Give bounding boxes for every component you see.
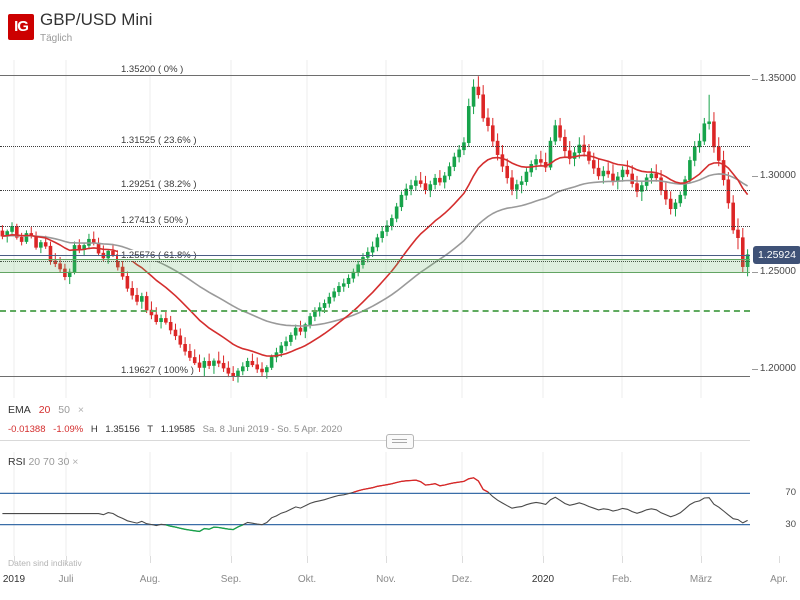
pane-divider <box>0 440 750 441</box>
price-stats-row: -0.01388 -1.09% H 1.35156 T 1.19585 Sa. … <box>8 424 347 435</box>
date-tick-mark <box>622 556 623 563</box>
ema-legend[interactable]: EMA 20 50 × <box>8 404 89 416</box>
high-value: 1.35156 <box>105 424 140 435</box>
price-pane[interactable]: 1.35200 ( 0% ) 1.31525 ( 23.6% ) 1.29251 (… <box>0 60 750 398</box>
rsi-legend[interactable]: RSI 20 70 30 × <box>8 456 78 468</box>
pane-resize-handle[interactable] <box>386 434 414 449</box>
date-tick-2019: 2019 <box>2 574 26 585</box>
ema-fast-period[interactable]: 20 <box>38 404 51 416</box>
indicator-legend-pane: EMA 20 50 × -0.01388 -1.09% H 1.35156 T … <box>0 398 750 440</box>
ema-slow-period[interactable]: 50 <box>58 404 70 416</box>
candle-series <box>0 76 750 383</box>
rsi-canvas[interactable] <box>0 452 750 556</box>
rsi-label: RSI <box>8 456 26 468</box>
price-tick-1-30000: 1.30000 <box>751 170 796 181</box>
date-tick-mark <box>307 556 308 563</box>
fib-line-50pct[interactable] <box>0 225 750 227</box>
low-value: 1.19585 <box>160 424 196 435</box>
fib-line-61-8pct[interactable] <box>0 261 750 263</box>
ema-label: EMA <box>8 404 31 416</box>
fib-label-23-6pct: 1.31525 ( 23.6% ) <box>118 135 200 147</box>
price-tick-mark <box>751 79 758 81</box>
date-tick-mark <box>66 556 67 563</box>
change-percent: -1.09% <box>53 424 84 435</box>
fib-label-0pct: 1.35200 ( 0% ) <box>118 64 187 76</box>
date-tick-mark <box>150 556 151 563</box>
candlestick-canvas[interactable] <box>0 60 750 398</box>
ema-close-icon[interactable]: × <box>77 404 85 416</box>
disclaimer-note: Daten sind indikativ <box>8 558 82 568</box>
price-tick-1-35000: 1.35000 <box>751 73 796 84</box>
date-tick-mark <box>543 556 544 563</box>
date-tick-nov: Nov. <box>376 574 396 585</box>
change-value: -0.01388 <box>8 424 46 435</box>
current-price-badge: 1.25924 <box>753 245 800 264</box>
support-zone[interactable] <box>0 258 750 274</box>
price-axis[interactable]: 1.35000 1.30000 1.25000 1.20000 1.25924 70 … <box>750 60 800 556</box>
rsi-pane[interactable]: RSI 20 70 30 × <box>0 452 750 556</box>
price-tick-mark <box>751 369 758 371</box>
date-tick-dez: Dez. <box>451 574 473 585</box>
date-tick-feb: Feb. <box>611 574 633 585</box>
date-tick-mrz: März <box>689 574 713 585</box>
ig-logo-icon: IG <box>8 14 34 40</box>
rsi-period[interactable]: 20 <box>28 456 41 468</box>
date-range: Sa. 8 Juni 2019 - So. 5 Apr. 2020 <box>202 424 343 435</box>
fib-line-23-6pct[interactable] <box>0 146 750 148</box>
date-tick-mark <box>701 556 702 563</box>
date-tick-okt: Okt. <box>297 574 317 585</box>
date-tick-mark <box>14 556 15 563</box>
date-tick-mark <box>386 556 387 563</box>
date-tick-2020: 2020 <box>531 574 555 585</box>
dashed-support-line[interactable] <box>0 310 750 313</box>
price-tick-mark <box>751 175 758 177</box>
current-price-line <box>0 254 750 256</box>
fib-line-100pct[interactable] <box>0 376 750 378</box>
timeframe-label: Täglich <box>40 33 73 44</box>
date-tick-aug: Aug. <box>139 574 161 585</box>
fib-line-0pct[interactable] <box>0 75 750 77</box>
rsi-close-icon[interactable]: × <box>72 456 79 468</box>
fib-label-100pct: 1.19627 ( 100% ) <box>118 365 197 377</box>
high-label: H <box>90 424 98 435</box>
chart-header: IG GBP/USD Mini Täglich <box>0 0 800 61</box>
fib-label-38-2pct: 1.29251 ( 38.2% ) <box>118 179 200 191</box>
fib-line-38-2pct[interactable] <box>0 190 750 192</box>
rsi-upper-band[interactable]: 70 <box>43 456 55 468</box>
instrument-title: GBP/USD Mini <box>40 10 153 29</box>
date-axis[interactable]: Daten sind indikativ 2019 Juli Aug. Sep. Okt… <box>0 556 800 600</box>
rsi-lower-band[interactable]: 30 <box>57 456 70 468</box>
date-tick-apr: Apr. <box>770 574 788 585</box>
date-tick-mark <box>779 556 780 563</box>
date-tick-juli: Juli <box>58 574 74 585</box>
rsi-axis-70: 70 <box>785 487 796 499</box>
price-tick-mark <box>751 272 758 274</box>
date-tick-mark <box>462 556 463 563</box>
rsi-axis-30: 30 <box>785 518 796 530</box>
fib-label-50pct: 1.27413 ( 50% ) <box>118 214 192 226</box>
fib-label-61-8pct: 1.25576 ( 61.8% ) <box>118 250 200 262</box>
price-tick-1-20000: 1.20000 <box>751 363 796 374</box>
low-label: T <box>147 424 154 435</box>
date-tick-sep: Sep. <box>220 574 242 585</box>
date-tick-mark <box>231 556 232 563</box>
price-tick-1-25000: 1.25000 <box>751 266 796 277</box>
